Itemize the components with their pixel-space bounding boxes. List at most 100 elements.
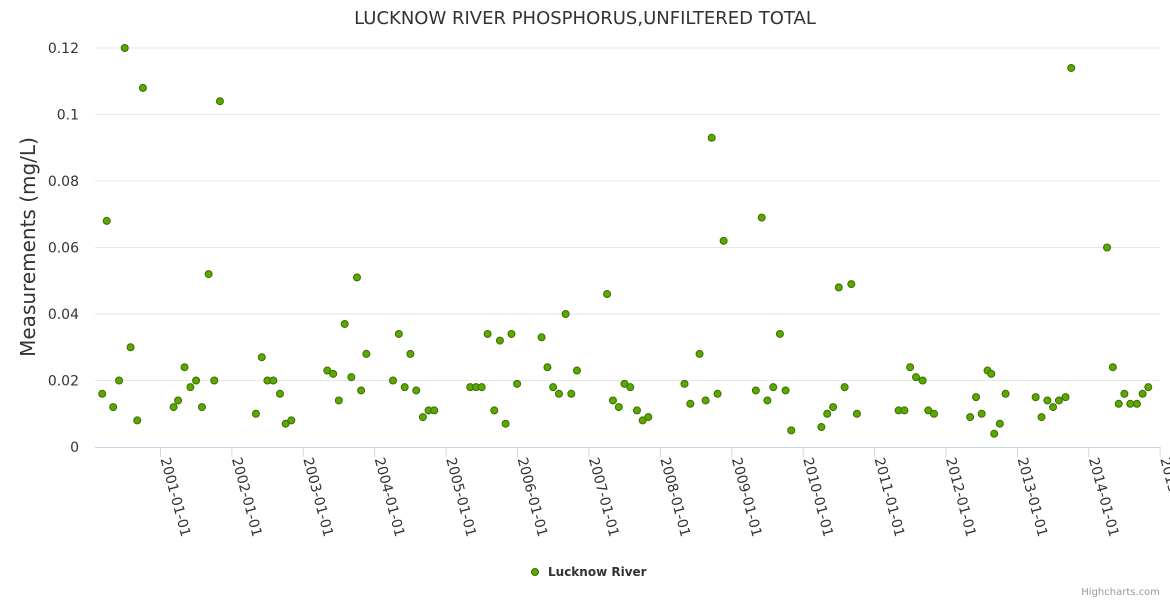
data-point[interactable] [1037, 413, 1046, 422]
data-point[interactable] [323, 366, 332, 375]
data-point[interactable] [1061, 393, 1070, 402]
data-point[interactable] [197, 403, 206, 412]
data-point[interactable] [192, 376, 201, 385]
data-point[interactable] [501, 419, 510, 428]
data-point[interactable] [257, 353, 266, 362]
data-point[interactable] [186, 383, 195, 392]
data-point[interactable] [210, 376, 219, 385]
data-point[interactable] [477, 383, 486, 392]
data-point[interactable] [352, 273, 361, 282]
data-point[interactable] [852, 409, 861, 418]
data-point[interactable] [412, 386, 421, 395]
data-point[interactable] [329, 369, 338, 378]
data-point[interactable] [995, 419, 1004, 428]
data-point[interactable] [275, 389, 284, 398]
data-point[interactable] [990, 429, 999, 438]
data-point[interactable] [109, 403, 118, 412]
data-point[interactable] [1067, 63, 1076, 72]
data-point[interactable] [608, 396, 617, 405]
data-point[interactable] [1114, 399, 1123, 408]
data-point[interactable] [701, 396, 710, 405]
data-point[interactable] [334, 396, 343, 405]
data-point[interactable] [1126, 399, 1135, 408]
data-point[interactable] [1031, 393, 1040, 402]
data-point[interactable] [406, 349, 415, 358]
data-point[interactable] [829, 403, 838, 412]
data-point[interactable] [1108, 363, 1117, 372]
data-point[interactable] [400, 383, 409, 392]
data-point[interactable] [1132, 399, 1141, 408]
data-point[interactable] [204, 270, 213, 279]
data-point[interactable] [686, 399, 695, 408]
data-point[interactable] [215, 97, 224, 106]
data-point[interactable] [620, 379, 629, 388]
data-point[interactable] [626, 383, 635, 392]
data-point[interactable] [966, 413, 975, 422]
data-point[interactable] [120, 44, 129, 52]
data-point[interactable] [388, 376, 397, 385]
legend[interactable]: Lucknow River [531, 565, 647, 579]
data-point[interactable] [918, 376, 927, 385]
data-point[interactable] [483, 329, 492, 338]
data-point[interactable] [490, 406, 499, 415]
data-point[interactable] [987, 369, 996, 378]
data-point[interactable] [362, 349, 371, 358]
data-point[interactable] [180, 363, 189, 372]
data-point[interactable] [138, 83, 147, 92]
series-lucknow-river[interactable] [98, 44, 1153, 438]
data-point[interactable] [769, 383, 778, 392]
data-point[interactable] [781, 386, 790, 395]
data-point[interactable] [757, 213, 766, 222]
data-point[interactable] [763, 396, 772, 405]
data-point[interactable] [543, 363, 552, 372]
credits-link[interactable]: Highcharts.com [1081, 587, 1160, 598]
data-point[interactable] [719, 236, 728, 245]
data-point[interactable] [906, 363, 915, 372]
data-point[interactable] [603, 290, 612, 299]
data-point[interactable] [287, 416, 296, 425]
data-point[interactable] [614, 403, 623, 412]
data-point[interactable] [169, 403, 178, 412]
legend-item-lucknow-river[interactable]: Lucknow River [548, 565, 647, 579]
data-point[interactable] [572, 366, 581, 375]
data-point[interactable] [418, 413, 427, 422]
data-point[interactable] [840, 383, 849, 392]
data-point[interactable] [1103, 243, 1112, 252]
data-point[interactable] [817, 423, 826, 432]
data-point[interactable] [174, 396, 183, 405]
data-point[interactable] [680, 379, 689, 388]
data-point[interactable] [115, 376, 124, 385]
data-point[interactable] [713, 389, 722, 398]
data-point[interactable] [357, 386, 366, 395]
data-point[interactable] [1144, 383, 1153, 392]
data-point[interactable] [251, 409, 260, 418]
data-point[interactable] [269, 376, 278, 385]
data-point[interactable] [751, 386, 760, 395]
data-point[interactable] [495, 336, 504, 345]
data-point[interactable] [561, 310, 570, 318]
data-point[interactable] [567, 389, 576, 398]
data-point[interactable] [707, 133, 716, 142]
data-point[interactable] [1120, 389, 1129, 398]
data-point[interactable] [911, 373, 920, 382]
data-point[interactable] [847, 280, 856, 289]
data-point[interactable] [102, 216, 111, 225]
data-point[interactable] [430, 406, 439, 415]
data-point[interactable] [394, 329, 403, 338]
data-point[interactable] [1138, 389, 1147, 398]
data-point[interactable] [507, 329, 516, 338]
data-point[interactable] [644, 413, 653, 422]
data-point[interactable] [340, 319, 349, 328]
data-point[interactable] [775, 329, 784, 338]
data-point[interactable] [632, 406, 641, 415]
data-point[interactable] [513, 379, 522, 388]
data-point[interactable] [1049, 403, 1058, 412]
data-point[interactable] [1043, 396, 1052, 405]
data-point[interactable] [929, 409, 938, 418]
data-point[interactable] [900, 406, 909, 415]
data-point[interactable] [834, 283, 843, 292]
data-point[interactable] [133, 416, 142, 425]
data-point[interactable] [98, 389, 107, 398]
data-point[interactable] [972, 393, 981, 402]
data-point[interactable] [549, 383, 558, 392]
